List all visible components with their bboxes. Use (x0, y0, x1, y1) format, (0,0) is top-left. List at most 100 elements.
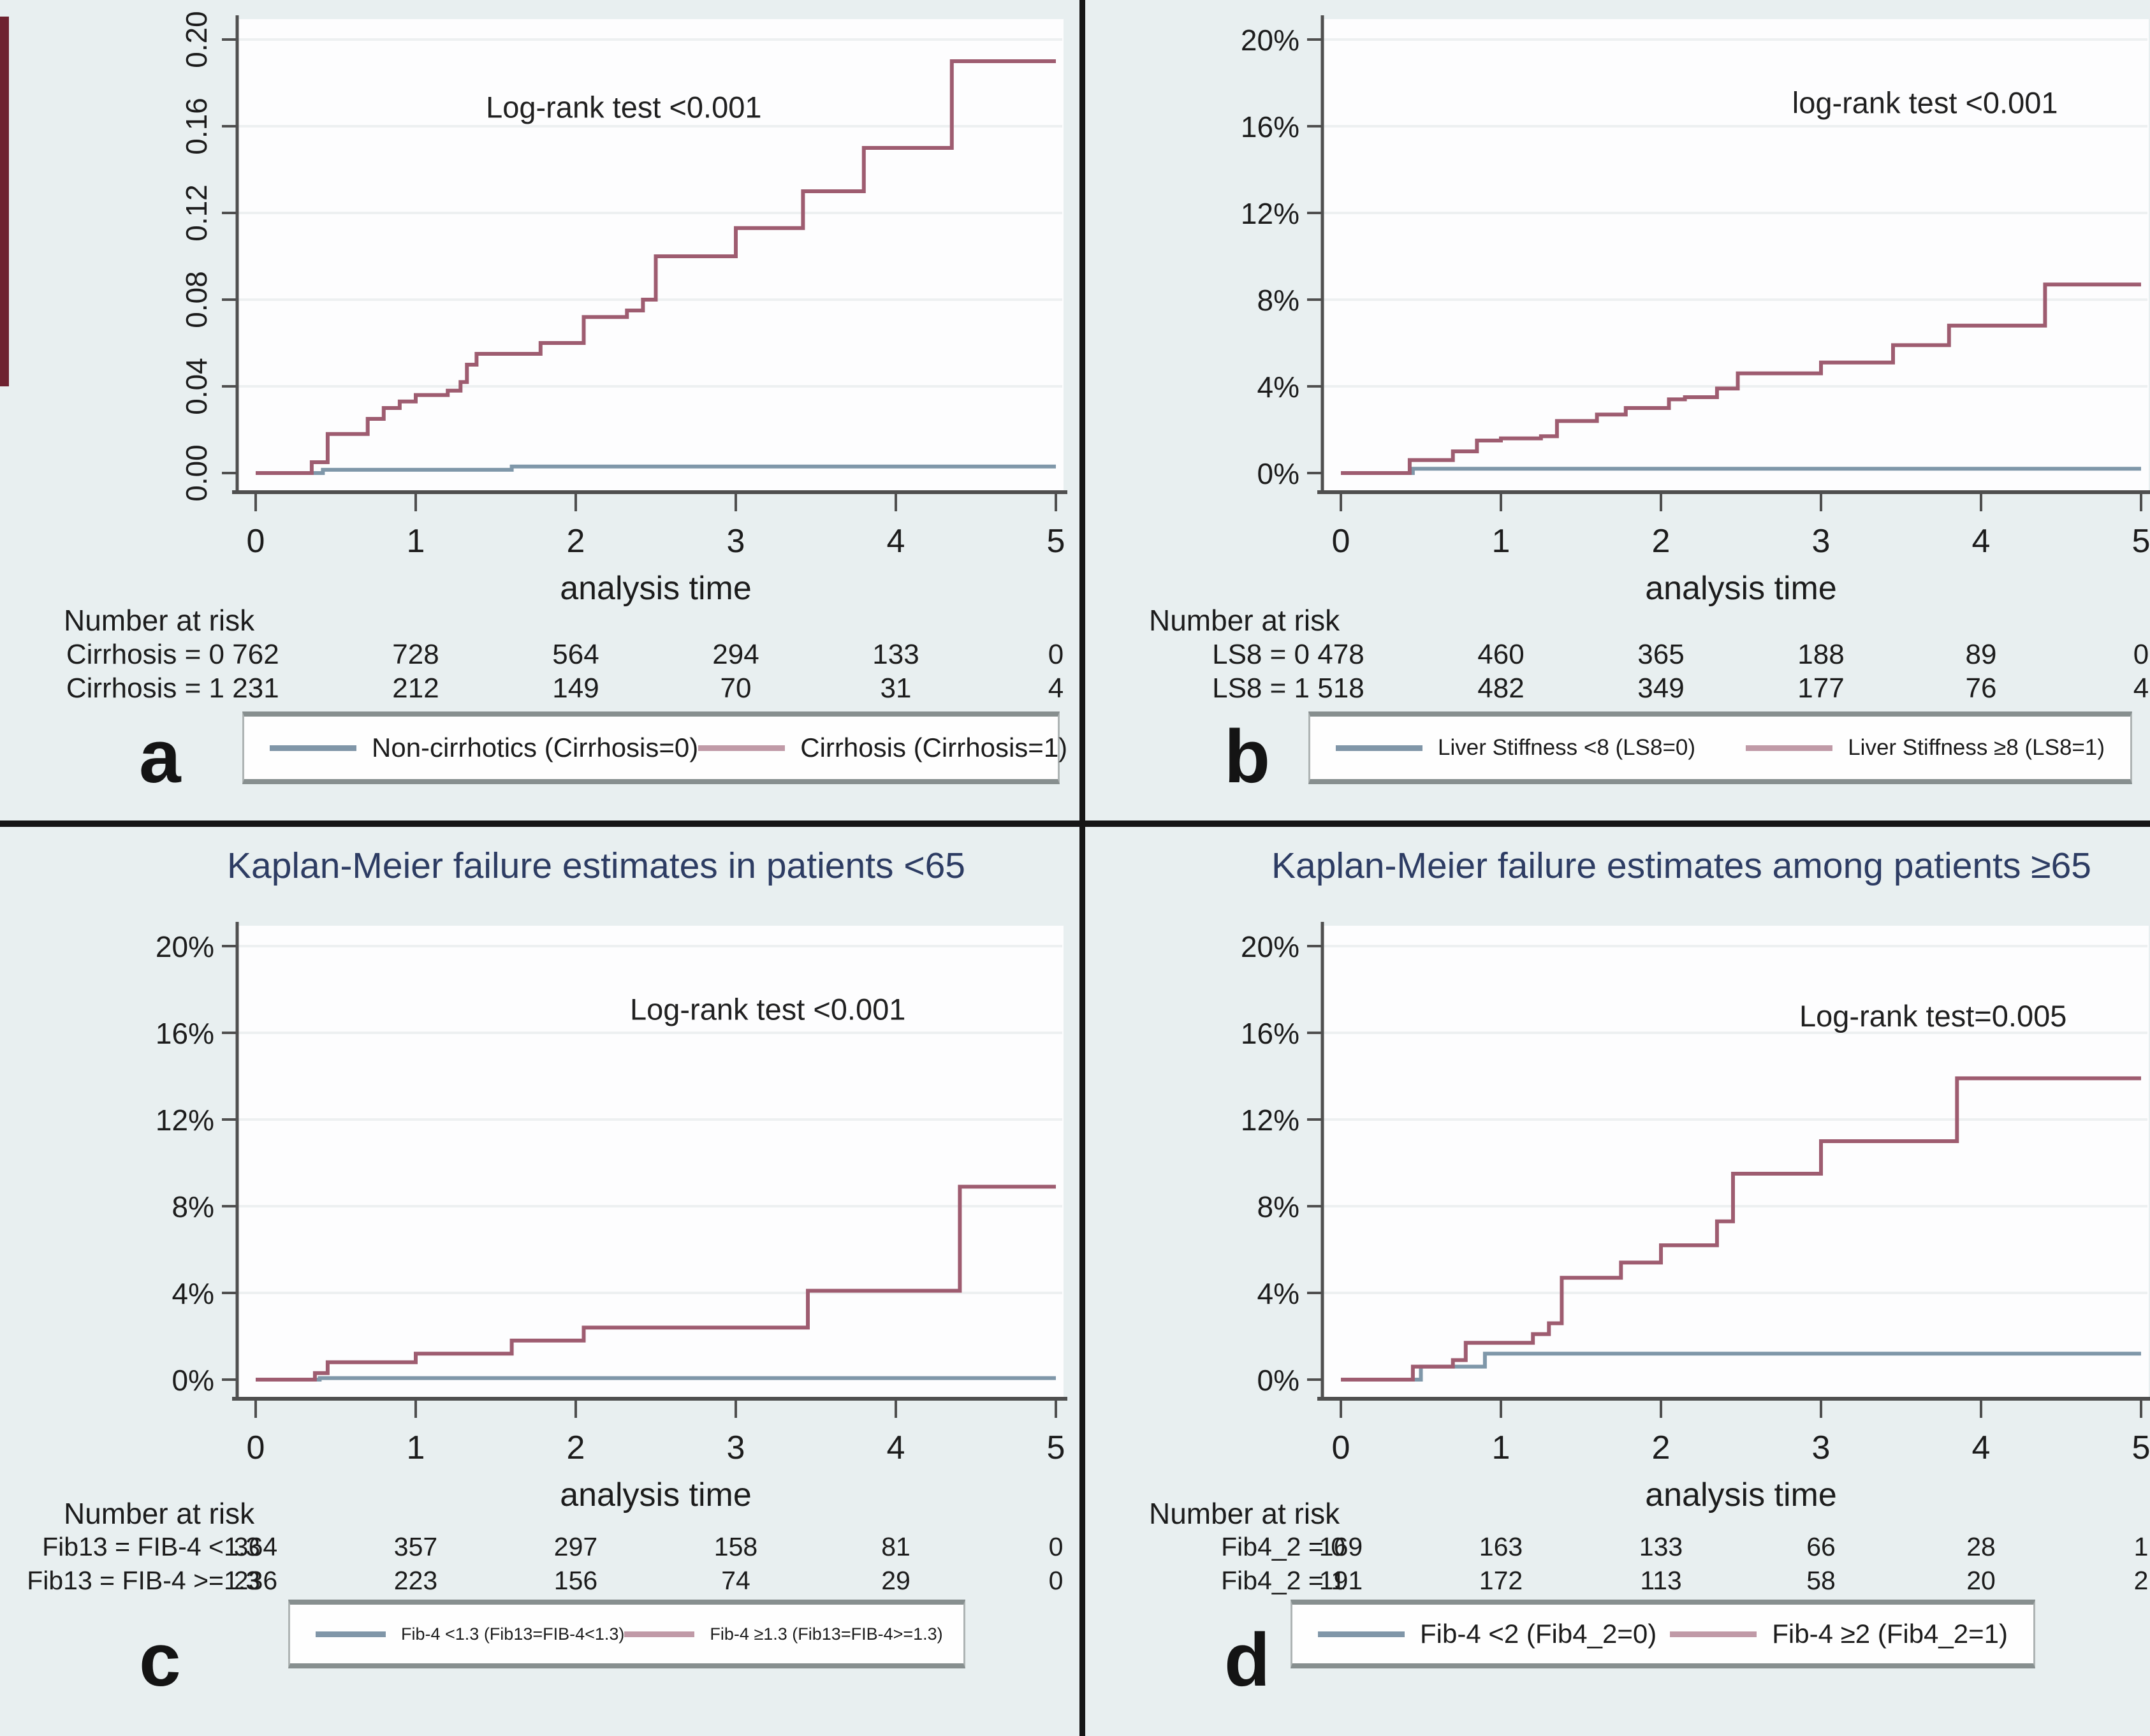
log-rank-annotation: Log-rank test <0.001 (630, 993, 905, 1026)
legend-label: Liver Stiffness ≥8 (LS8=1) (1848, 735, 2105, 760)
risk-value: 76 (1965, 673, 1997, 704)
red-line-swatch (1746, 745, 1833, 751)
legend-entry: Fib-4 <1.3 (Fib13=FIB-4<1.3) (316, 1624, 624, 1644)
risk-value: 66 (1806, 1532, 1836, 1561)
legend-label: Cirrhosis (Cirrhosis=1) (800, 733, 1068, 762)
risk-row: Fib13 = FIB-4 >=1.3 236 223 156 74 29 0 (0, 1566, 1078, 1600)
legend-entry: Liver Stiffness ≥8 (LS8=1) (1746, 735, 2105, 761)
panel-letter-d: d (1224, 1618, 1271, 1702)
risk-value: 0 (1048, 639, 1064, 670)
risk-row-label: LS8 = 1 (1212, 673, 1310, 704)
panel-letter-a: a (139, 715, 181, 799)
x-tick-label: 3 (727, 1429, 745, 1466)
panel-c-title: Kaplan-Meier failure estimates in patien… (226, 845, 966, 886)
risk-value: 236 (233, 1566, 278, 1595)
y-tick-label: 8% (1257, 1190, 1299, 1223)
y-tick-label: 16% (156, 1017, 214, 1050)
legend: Fib-4 <1.3 (Fib13=FIB-4<1.3) Fib-4 ≥1.3 … (288, 1600, 965, 1668)
risk-value: 20 (1966, 1566, 1996, 1595)
x-tick-label: 5 (2132, 1429, 2150, 1466)
x-axis-title: analysis time (560, 570, 752, 607)
x-tick-label: 2 (1652, 523, 1671, 560)
km-curve-red (256, 1185, 1056, 1382)
risk-value: 482 (1477, 673, 1525, 704)
y-tick-label: 8% (1257, 284, 1299, 317)
plot-area (237, 926, 1064, 1399)
risk-row: LS8 = 1 518 482 349 177 76 4 (1085, 673, 2150, 707)
risk-value: 172 (1479, 1566, 1523, 1595)
x-tick-label: 3 (1812, 1429, 1831, 1466)
y-tick-label: 0.20 (180, 11, 213, 68)
legend-label: Fib-4 ≥2 (Fib4_2=1) (1772, 1619, 2008, 1649)
km-chart-d: 0% 4% 8% 12% 16% 20% 0 1 2 3 4 5 analysis time Log-ra… (1241, 922, 2150, 1514)
km-curve-blue (256, 1376, 1056, 1382)
risk-value: 518 (1317, 673, 1364, 704)
risk-row-label: Fib4_2 = 0 (1221, 1532, 1345, 1561)
y-tick-label: 16% (1241, 1017, 1299, 1050)
x-tick-label: 2 (1652, 1429, 1671, 1466)
legend-label: Fib-4 ≥1.3 (Fib13=FIB-4>=1.3) (710, 1624, 943, 1644)
risk-value: 762 (232, 639, 279, 670)
x-axis-title: analysis time (1645, 570, 1837, 607)
legend-entry: Fib-4 ≥1.3 (Fib13=FIB-4>=1.3) (624, 1624, 943, 1644)
x-tick-label: 0 (247, 1429, 265, 1466)
y-tick-label: 12% (156, 1104, 214, 1137)
legend-entry: Liver Stiffness <8 (LS8=0) (1336, 735, 1695, 761)
y-tick-label: 0% (1257, 457, 1299, 490)
y-tick-label: 0.16 (180, 98, 213, 155)
x-tick-label: 4 (1972, 523, 1991, 560)
risk-value: 58 (1806, 1566, 1836, 1595)
km-chart-b: 0% 4% 8% 12% 16% 20% 0 1 2 3 4 5 analysis time log-ra… (1241, 15, 2150, 607)
legend: Non-cirrhotics (Cirrhosis=0) Cirrhosis (… (242, 711, 1067, 784)
risk-table-header: Number at risk (64, 604, 255, 637)
panel-d: Kaplan-Meier failure estimates among pat… (1085, 827, 2150, 1736)
risk-value: 212 (392, 673, 439, 704)
legend-label: Fib-4 <1.3 (Fib13=FIB-4<1.3) (401, 1624, 625, 1644)
risk-row: Cirrhosis = 1 231 212 149 70 31 4 (0, 673, 1078, 707)
y-tick-label: 8% (172, 1190, 214, 1223)
x-tick-label: 0 (1332, 1429, 1350, 1466)
risk-value: 294 (712, 639, 759, 670)
risk-row: LS8 = 0 478 460 365 188 89 0 (1085, 639, 2150, 673)
x-tick-label: 1 (407, 523, 425, 560)
risk-value: 31 (880, 673, 912, 704)
x-tick-label: 2 (567, 1429, 585, 1466)
x-axis-title: analysis time (1645, 1477, 1837, 1514)
legend-entry: Non-cirrhotics (Cirrhosis=0) (270, 733, 698, 763)
x-tick-label: 1 (1492, 523, 1510, 560)
y-tick-label: 0.00 (180, 444, 213, 502)
risk-value: 163 (1479, 1532, 1523, 1561)
risk-table-header: Number at risk (1149, 604, 1340, 637)
panel-b: 0% 4% 8% 12% 16% 20% 0 1 2 3 4 5 analysis time log-ra… (1085, 0, 2150, 827)
blue-line-swatch (1318, 1631, 1405, 1637)
x-tick-label: 0 (247, 523, 265, 560)
km-chart-a: 0.00 0.04 0.08 0.12 0.16 0.20 0 1 2 3 4 5 analysis t… (180, 11, 1067, 607)
x-tick-label: 3 (727, 523, 745, 560)
x-tick-label: 5 (1047, 1429, 1065, 1466)
red-line-swatch (1670, 1631, 1757, 1637)
km-curve-red (256, 59, 1056, 475)
panel-d-title: Kaplan-Meier failure estimates among pat… (1271, 845, 2091, 886)
risk-value: 0 (2133, 639, 2149, 670)
y-tick-label: 0% (1257, 1364, 1299, 1397)
risk-value: 1 (2133, 1532, 2149, 1561)
legend-label: Liver Stiffness <8 (LS8=0) (1438, 735, 1696, 760)
blue-line-swatch (1336, 745, 1422, 751)
risk-value: 177 (1797, 673, 1845, 704)
legend-entry: Fib-4 ≥2 (Fib4_2=1) (1670, 1619, 2008, 1649)
risk-value: 74 (721, 1566, 750, 1595)
y-tick-label: 12% (1241, 1104, 1299, 1137)
log-rank-annotation: Log-rank test <0.001 (486, 90, 761, 124)
risk-row: Fib13 = FIB-4 <1.3 364 357 297 158 81 0 (0, 1532, 1078, 1566)
y-tick-label: 0.12 (180, 184, 213, 242)
risk-value: 2 (2133, 1566, 2149, 1595)
risk-value: 4 (2133, 673, 2149, 704)
red-line-swatch (698, 745, 786, 751)
y-tick-label: 0.04 (180, 358, 213, 415)
risk-value: 156 (553, 1566, 598, 1595)
risk-value: 478 (1317, 639, 1364, 670)
risk-value: 149 (552, 673, 599, 704)
red-line-swatch (624, 1631, 695, 1637)
risk-row: Fib4_2 = 0 169 163 133 66 28 1 (1085, 1532, 2150, 1566)
